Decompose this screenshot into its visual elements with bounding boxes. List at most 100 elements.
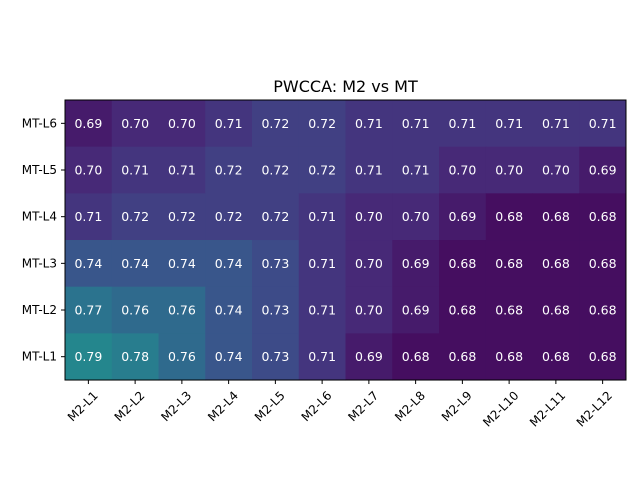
cell-value-label: 0.70 xyxy=(355,303,383,318)
heatmap-cell xyxy=(532,193,580,241)
heatmap-cell xyxy=(252,333,300,381)
cell-value-label: 0.68 xyxy=(589,209,617,224)
heatmap-cell xyxy=(345,286,393,334)
cell-value-label: 0.70 xyxy=(495,163,523,178)
plot-frame xyxy=(64,99,627,381)
heatmap-cell xyxy=(205,286,253,334)
heatmap-cell xyxy=(579,286,627,334)
cell-value-label: 0.71 xyxy=(308,303,336,318)
cell-value-label: 0.74 xyxy=(168,256,196,271)
heatmap-cell xyxy=(252,193,300,241)
cell-value-label: 0.76 xyxy=(168,349,196,364)
cell-value-label: 0.78 xyxy=(121,349,149,364)
cell-value-label: 0.68 xyxy=(495,349,523,364)
cell-value-label: 0.68 xyxy=(495,256,523,271)
cell-value-label: 0.68 xyxy=(589,303,617,318)
heatmap-cell xyxy=(392,146,440,194)
y-tick-label: MT-L6 xyxy=(22,116,57,130)
cell-value-label: 0.68 xyxy=(448,256,476,271)
cell-value-label: 0.72 xyxy=(261,116,289,131)
heatmap-cell xyxy=(485,146,533,194)
cell-value-label: 0.69 xyxy=(402,256,430,271)
cell-value-label: 0.69 xyxy=(402,303,430,318)
heatmap-cell xyxy=(485,286,533,334)
cell-value-label: 0.71 xyxy=(308,256,336,271)
cell-value-label: 0.68 xyxy=(448,303,476,318)
heatmap-cell xyxy=(158,240,206,288)
heatmap-cell xyxy=(532,146,580,194)
heatmap-cell xyxy=(298,333,346,381)
x-axis-ticks: M2-L1 M2-L2 M2-L3 M2-L4 M2-L5 M2-L6 M2-L7 M2-L8… xyxy=(65,380,615,430)
cell-value-label: 0.70 xyxy=(168,116,196,131)
heatmap-cell xyxy=(111,333,159,381)
cell-value-label: 0.71 xyxy=(308,209,336,224)
cell-value-label: 0.68 xyxy=(542,303,570,318)
heatmap-cell xyxy=(205,333,253,381)
cell-value-label: 0.70 xyxy=(74,163,102,178)
heatmap-cell xyxy=(111,146,159,194)
heatmap-cell xyxy=(65,100,113,148)
heatmap-cell xyxy=(158,286,206,334)
y-tick-label: MT-L4 xyxy=(22,210,57,224)
cell-value-label: 0.68 xyxy=(589,349,617,364)
cell-value-label: 0.74 xyxy=(215,303,243,318)
cell-value-label: 0.71 xyxy=(402,163,430,178)
heatmap-cell xyxy=(158,146,206,194)
heatmap-cell xyxy=(345,146,393,194)
heatmap-cell xyxy=(439,240,487,288)
cell-value-label: 0.71 xyxy=(355,163,383,178)
heatmap-cell xyxy=(298,100,346,148)
heatmap-cell xyxy=(392,240,440,288)
cell-value-label: 0.76 xyxy=(121,303,149,318)
cell-value-label: 0.70 xyxy=(355,209,383,224)
heatmap-cell xyxy=(205,100,253,148)
heatmap-cell xyxy=(485,333,533,381)
x-tick-label: M2-L1 xyxy=(65,388,101,424)
cell-value-label: 0.77 xyxy=(74,303,102,318)
heatmap-cell xyxy=(298,146,346,194)
cell-value-label: 0.70 xyxy=(448,163,476,178)
heatmap-cell xyxy=(252,100,300,148)
cell-value-label: 0.76 xyxy=(168,303,196,318)
cell-value-label: 0.71 xyxy=(542,116,570,131)
cell-value-label: 0.68 xyxy=(542,209,570,224)
heatmap-cell xyxy=(439,286,487,334)
cell-value-label: 0.69 xyxy=(589,163,617,178)
cell-value-label: 0.72 xyxy=(261,163,289,178)
heatmap-cell xyxy=(579,100,627,148)
cell-value-label: 0.72 xyxy=(308,163,336,178)
cell-value-label: 0.73 xyxy=(261,349,289,364)
heatmap-cell-labels: 0.69 0.70 0.70 0.71 0.72 0.72 0.71 0.71 0.71 0.71… xyxy=(74,116,616,364)
heatmap-cells xyxy=(65,100,627,381)
heatmap-cell xyxy=(532,333,580,381)
heatmap-cell xyxy=(485,100,533,148)
heatmap-cell xyxy=(205,193,253,241)
cell-value-label: 0.70 xyxy=(402,209,430,224)
heatmap-cell xyxy=(158,100,206,148)
x-tick-label: M2-L7 xyxy=(345,388,381,424)
heatmap-cell xyxy=(205,240,253,288)
heatmap-cell xyxy=(579,193,627,241)
heatmap-cell xyxy=(439,193,487,241)
heatmap-cell xyxy=(111,286,159,334)
cell-value-label: 0.70 xyxy=(542,163,570,178)
heatmap-cell xyxy=(579,240,627,288)
heatmap-cell xyxy=(111,240,159,288)
heatmap-cell xyxy=(579,146,627,194)
cell-value-label: 0.68 xyxy=(495,303,523,318)
cell-value-label: 0.69 xyxy=(355,349,383,364)
x-tick-label: M2-L12 xyxy=(574,388,615,429)
cell-value-label: 0.71 xyxy=(74,209,102,224)
x-tick-label: M2-L11 xyxy=(527,388,568,429)
cell-value-label: 0.68 xyxy=(542,256,570,271)
x-tick-label: M2-L9 xyxy=(439,388,475,424)
cell-value-label: 0.70 xyxy=(121,116,149,131)
heatmap-cell xyxy=(392,286,440,334)
heatmap-cell xyxy=(252,146,300,194)
x-tick-label: M2-L6 xyxy=(299,388,335,424)
y-tick-label: MT-L3 xyxy=(22,256,57,270)
heatmap-cell xyxy=(298,240,346,288)
heatmap-cell xyxy=(485,240,533,288)
cell-value-label: 0.71 xyxy=(495,116,523,131)
